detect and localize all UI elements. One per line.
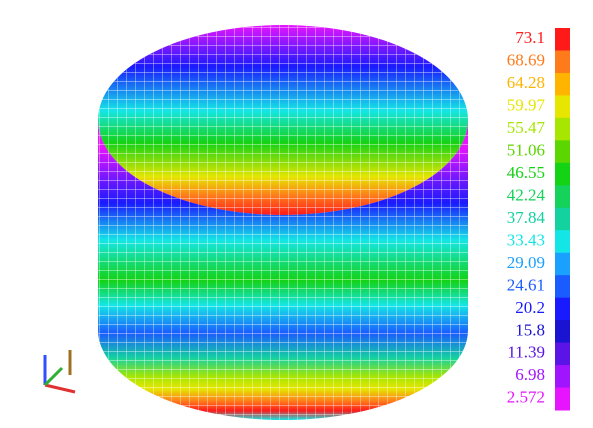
color-swatch	[555, 28, 570, 51]
color-swatch	[555, 388, 570, 411]
colorbar-label: 33.43	[507, 230, 545, 249]
colorbar-label: 20.2	[515, 298, 545, 317]
color-swatch	[555, 365, 570, 388]
inner-mesh	[98, 25, 468, 215]
color-swatch	[555, 253, 570, 276]
colorbar-label: 42.24	[507, 185, 546, 204]
color-swatch	[555, 163, 570, 186]
colorbar-label: 2.572	[507, 388, 545, 407]
color-swatch	[555, 140, 570, 163]
colorbar-label: 37.84	[507, 208, 546, 227]
colorbar-label: 46.55	[507, 163, 545, 182]
colorbar-label: 59.97	[507, 96, 546, 115]
color-swatch	[555, 275, 570, 298]
colorbar-label: 15.8	[515, 320, 545, 339]
color-swatch	[555, 95, 570, 118]
screen: 73.1 68.69 64.28 59.97 55.47 51.06 46.55 42.24 3…	[0, 0, 593, 428]
color-swatch	[555, 118, 570, 141]
color-swatch	[555, 208, 570, 231]
colorbar-label: 55.47	[507, 118, 546, 137]
colorbar-label: 73.1	[515, 28, 545, 47]
colorbar-label: 24.61	[507, 275, 545, 294]
color-swatch	[555, 50, 570, 73]
colorbar-label: 51.06	[507, 140, 545, 159]
colorbar-label: 68.69	[507, 51, 545, 70]
color-swatch	[555, 185, 570, 208]
colorbar-label: 29.09	[507, 253, 545, 272]
color-swatch	[555, 73, 570, 96]
color-swatch	[555, 298, 570, 321]
color-swatch	[555, 343, 570, 366]
cylinder	[98, 25, 468, 420]
colorbar-label: 64.28	[507, 73, 545, 92]
axis-triad	[45, 350, 75, 392]
color-swatch	[555, 320, 570, 343]
colorbar: 73.1 68.69 64.28 59.97 55.47 51.06 46.55 42.24 3…	[507, 28, 570, 411]
color-swatch	[555, 230, 570, 253]
colorbar-label: 6.98	[515, 365, 545, 384]
colorbar-label: 11.39	[507, 343, 545, 362]
